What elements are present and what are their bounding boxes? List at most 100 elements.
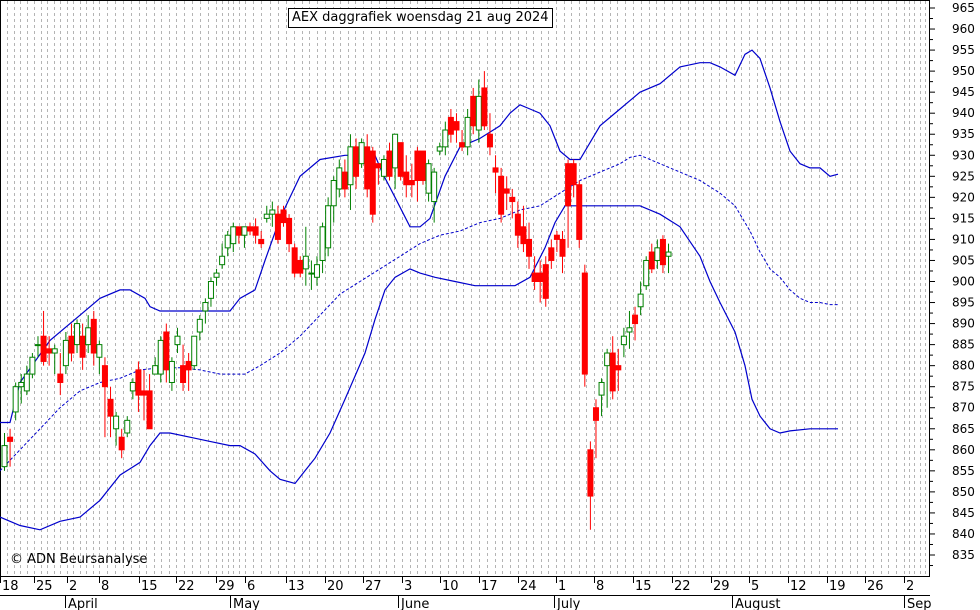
candle-body: [537, 272, 544, 283]
candle-body: [459, 142, 466, 148]
x-tick-label: 1: [558, 579, 566, 594]
candle-body: [447, 116, 454, 135]
candle-body: [308, 272, 315, 275]
y-axis: 835 840 845 850 855 860 865 870 875 880 885 890 895 9…: [930, 1, 975, 567]
candle-body: [129, 381, 136, 392]
candle-body: [364, 146, 371, 190]
candle-body: [609, 352, 616, 392]
candle-body: [498, 175, 505, 215]
candle-body: [464, 116, 471, 148]
candle-body: [90, 318, 97, 354]
x-tick-label: 3: [404, 579, 412, 594]
candle-body: [135, 369, 142, 396]
x-tick-label: 2: [69, 579, 77, 594]
candle-body: [414, 150, 421, 182]
candle-body: [509, 196, 516, 203]
candle-body: [475, 95, 482, 131]
x-tick-label: 5: [751, 579, 759, 594]
x-tick-label: 10: [442, 579, 459, 594]
candle-body: [124, 419, 131, 434]
candle-body: [168, 360, 175, 383]
candle-body: [436, 146, 443, 152]
month-label: Sep: [907, 597, 932, 610]
y-tick-label: 840: [952, 527, 975, 541]
candle-body: [213, 272, 220, 278]
chart-title: AEX daggrafiek woensdag 21 aug 2024: [288, 8, 553, 28]
candle-body: [620, 335, 627, 346]
candle-body: [274, 213, 281, 240]
y-tick-label: 865: [952, 422, 975, 436]
y-tick-label: 930: [952, 148, 975, 162]
candle-body: [431, 171, 438, 203]
candle-body: [654, 247, 661, 261]
candle-body: [347, 146, 354, 186]
candle-body: [113, 415, 120, 430]
y-tick-label: 950: [952, 64, 975, 78]
x-tick-label: 17: [481, 579, 498, 594]
candle-body: [425, 163, 432, 194]
candle-body: [548, 247, 555, 261]
candle-body: [196, 318, 203, 333]
plot-frame: [0, 0, 930, 577]
x-tick-label: 22: [178, 579, 195, 594]
candle-body: [375, 163, 382, 169]
y-tick-label: 845: [952, 506, 975, 520]
x-tick-label: 26: [867, 579, 884, 594]
candle-body: [408, 180, 415, 186]
candle-body: [291, 247, 298, 274]
candle-body: [559, 238, 566, 257]
candle-body: [157, 339, 164, 375]
x-tick-label: 24: [520, 579, 537, 594]
candle-body: [68, 335, 75, 354]
candle-body: [615, 365, 622, 371]
y-tick-label: 960: [952, 22, 975, 36]
candle-body: [604, 352, 611, 367]
candle-body: [230, 226, 237, 245]
candle-body: [40, 335, 47, 362]
candle-body: [486, 133, 493, 148]
candle-body: [353, 146, 360, 177]
candle-body: [34, 344, 41, 347]
y-tick-label: 875: [952, 380, 975, 394]
candle-body: [57, 373, 64, 383]
candle-body: [481, 87, 488, 127]
candle-body: [174, 335, 181, 346]
candle-body: [648, 251, 655, 270]
y-tick-label: 955: [952, 43, 975, 57]
candle-body: [74, 323, 81, 346]
candle-body: [18, 381, 25, 388]
candle-body: [665, 251, 672, 257]
candle-body: [247, 226, 254, 232]
x-tick-label: 19: [829, 579, 846, 594]
candle-body: [598, 381, 605, 396]
month-label: April: [68, 597, 98, 610]
candle-body: [492, 167, 499, 173]
candle-body: [503, 188, 510, 194]
y-tick-label: 870: [952, 401, 975, 415]
x-tick-label: 15: [635, 579, 652, 594]
y-tick-label: 890: [952, 317, 975, 331]
candle-body: [141, 390, 147, 396]
y-tick-label: 850: [952, 485, 975, 499]
candle-body: [1, 445, 8, 468]
y-tick-label: 885: [952, 338, 975, 352]
candle-body: [565, 163, 572, 207]
candle-body: [207, 281, 214, 299]
y-tick-label: 905: [952, 253, 975, 267]
candle-body: [643, 259, 650, 287]
candle-body: [286, 217, 293, 245]
candle-body: [626, 327, 633, 333]
candle-body: [453, 121, 460, 131]
candle-body: [520, 226, 527, 245]
y-tick-label: 895: [952, 296, 975, 310]
y-tick-label: 940: [952, 106, 975, 120]
candle-body: [101, 365, 108, 388]
candle-body: [442, 129, 449, 148]
candle-body: [581, 272, 588, 375]
x-tick-label: 29: [218, 579, 235, 594]
candle-body: [51, 348, 58, 354]
candle-body: [118, 436, 125, 451]
candle-body: [632, 314, 639, 325]
candle-body: [319, 226, 326, 261]
